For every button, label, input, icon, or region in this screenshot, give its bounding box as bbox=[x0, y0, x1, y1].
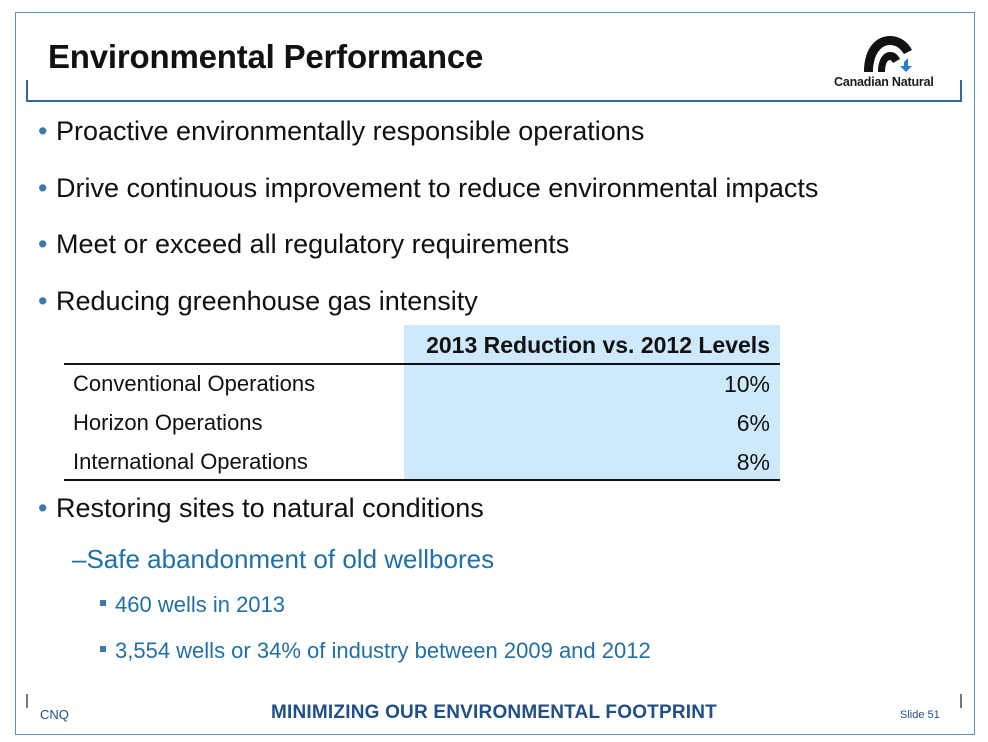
company-logo: Canadian Natural bbox=[828, 32, 952, 94]
table-header: 2013 Reduction vs. 2012 Levels bbox=[426, 332, 770, 358]
row-value: 8% bbox=[736, 449, 770, 475]
table-row: International Operations 8% bbox=[64, 443, 780, 481]
bullet-text: Reducing greenhouse gas intensity bbox=[56, 286, 478, 316]
bullet-dot-icon: • bbox=[38, 173, 48, 203]
ghg-intensity-table: 2013 Reduction vs. 2012 Levels Conventio… bbox=[64, 325, 780, 481]
bullet-item: • Meet or exceed all regulatory requireme… bbox=[38, 229, 569, 260]
bullet-item: • Drive continuous improvement to reduce … bbox=[38, 173, 818, 204]
bullet-item: • Reducing greenhouse gas intensity bbox=[38, 286, 478, 317]
table-top-rule bbox=[64, 363, 780, 365]
table-row: Conventional Operations 10% bbox=[64, 365, 780, 403]
slide-number: Slide 51 bbox=[900, 709, 940, 721]
footer-left-tick bbox=[26, 694, 28, 708]
footer-right-tick bbox=[960, 694, 962, 708]
title-bar-left-edge bbox=[26, 80, 28, 102]
footer-company: CNQ bbox=[40, 707, 69, 722]
detail-bullet-text: 460 wells in 2013 bbox=[115, 592, 286, 617]
row-label: Conventional Operations bbox=[73, 371, 316, 396]
row-label: International Operations bbox=[73, 449, 308, 474]
detail-bullet-item: 460 wells in 2013 bbox=[100, 592, 285, 618]
slide-frame-bottom bbox=[15, 734, 975, 735]
slide-frame-right bbox=[974, 12, 975, 735]
footer-tagline: MINIMIZING OUR ENVIRONMENTAL FOOTPRINT bbox=[271, 702, 717, 723]
slide-title: Environmental Performance bbox=[48, 38, 484, 75]
logo-wordmark: Canadian Natural bbox=[834, 75, 934, 89]
table-row: Horizon Operations 6% bbox=[64, 404, 780, 442]
bullet-item: • Restoring sites to natural conditions bbox=[38, 493, 484, 524]
bullet-text: Drive continuous improvement to reduce e… bbox=[56, 173, 819, 203]
canadian-natural-logo-icon bbox=[864, 36, 912, 72]
table-bottom-rule bbox=[64, 479, 780, 481]
table-value-column-shading bbox=[404, 325, 780, 481]
bullet-text: Proactive environmentally responsible op… bbox=[56, 116, 645, 146]
row-value: 6% bbox=[736, 410, 770, 436]
bullet-dot-icon: • bbox=[38, 286, 48, 316]
title-bar-right-edge bbox=[960, 80, 962, 102]
bullet-dot-icon: • bbox=[38, 116, 48, 146]
bullet-item: • Proactive environmentally responsible o… bbox=[38, 116, 644, 147]
bullet-dot-icon: • bbox=[38, 493, 48, 523]
detail-bullet-text: 3,554 wells or 34% of industry between 2… bbox=[115, 638, 651, 663]
bullet-text: Meet or exceed all regulatory requiremen… bbox=[56, 229, 570, 259]
row-value: 10% bbox=[723, 371, 770, 397]
bullet-dot-icon: • bbox=[38, 229, 48, 259]
slide-frame-top bbox=[15, 12, 975, 13]
square-bullet-icon bbox=[100, 646, 106, 653]
dash-icon: – bbox=[72, 544, 87, 574]
row-label: Horizon Operations bbox=[73, 410, 263, 435]
title-underline-bar bbox=[26, 100, 962, 102]
sub-bullet-text: Safe abandonment of old wellbores bbox=[86, 544, 495, 574]
square-bullet-icon bbox=[100, 600, 106, 607]
sub-bullet-item: –Safe abandonment of old wellbores bbox=[72, 544, 494, 575]
bullet-text: Restoring sites to natural conditions bbox=[56, 493, 484, 523]
detail-bullet-item: 3,554 wells or 34% of industry between 2… bbox=[100, 638, 651, 664]
slide-frame-left bbox=[15, 12, 16, 735]
